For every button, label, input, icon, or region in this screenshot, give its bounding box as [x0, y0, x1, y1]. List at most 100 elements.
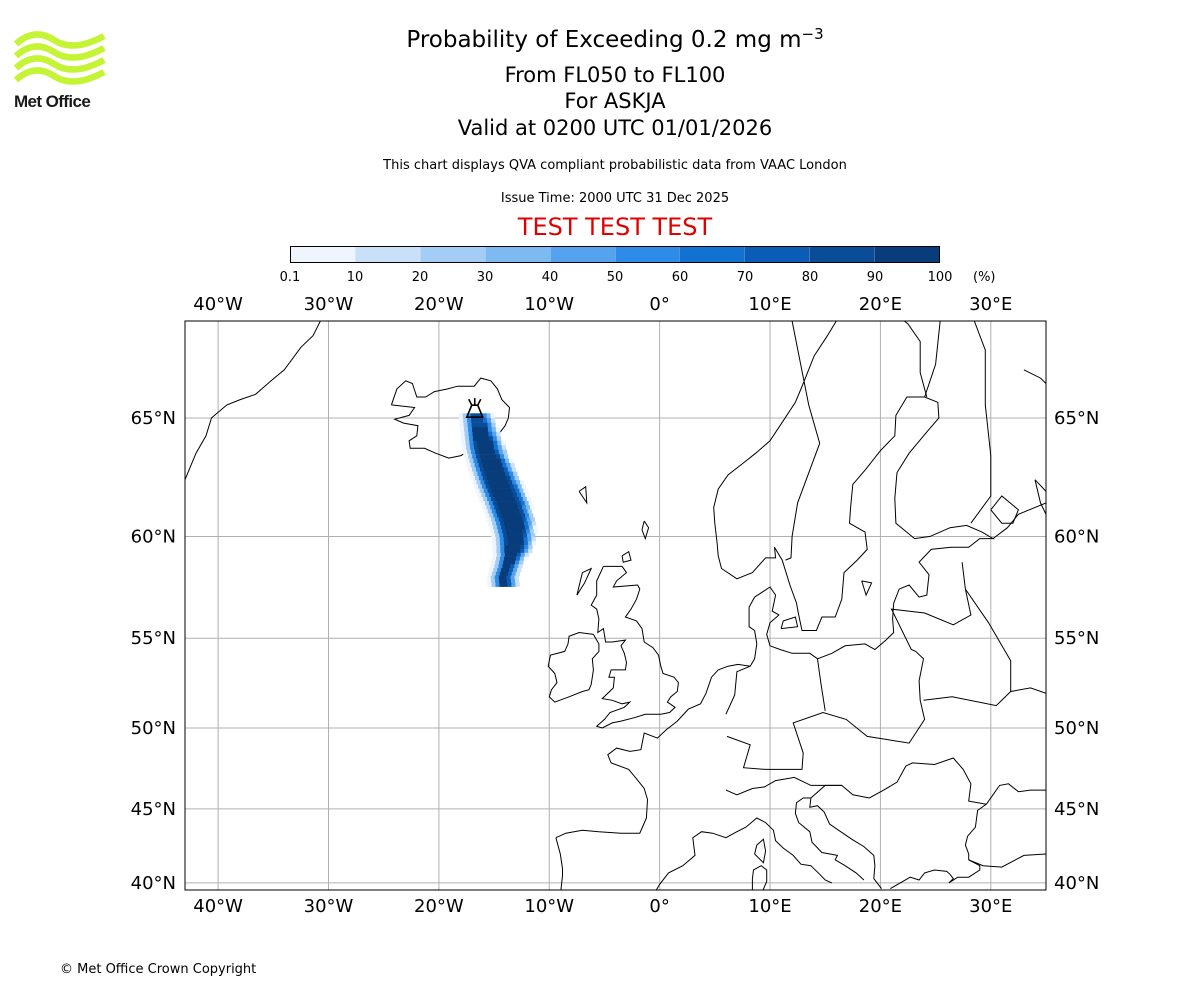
subtitle: This chart displays QVA compliant probab… — [383, 158, 847, 173]
plume-cell — [464, 427, 469, 433]
plume-cell — [480, 501, 486, 506]
plume-cell — [505, 568, 510, 573]
colorbar-tick-label: 70 — [736, 270, 754, 285]
plume-cell — [488, 454, 493, 459]
ukraine-belarus — [923, 687, 1046, 707]
colorbar-segment — [809, 247, 875, 262]
longitude-label-bottom: 40°W — [193, 896, 243, 917]
plume-cell — [528, 501, 533, 506]
greenland-coast — [185, 321, 321, 480]
balkan-borders — [810, 757, 987, 805]
colorbar-tick-label: 90 — [866, 270, 884, 285]
plume-cell — [508, 541, 513, 546]
plume-cell — [523, 521, 529, 526]
plume-cell — [491, 422, 496, 428]
plume-cell — [503, 571, 509, 576]
plume-cell — [496, 480, 501, 485]
plume-cell — [520, 552, 525, 557]
chart-title-main: Probability of Exceeding 0.2 mg m — [406, 27, 802, 53]
plume-cell — [508, 501, 514, 506]
plume-cell — [495, 488, 500, 494]
plume-cell — [501, 513, 506, 518]
scotland-england — [590, 565, 679, 729]
plume-cell — [485, 492, 490, 498]
plume-cell — [495, 537, 501, 542]
plume-cell — [506, 497, 512, 502]
colorbar-tick-label: 20 — [411, 270, 429, 285]
plume-cell — [491, 497, 496, 502]
plume-cell — [503, 579, 508, 584]
plume-cell — [499, 560, 504, 565]
plume-cell — [477, 440, 482, 446]
plume-cell — [518, 529, 523, 534]
plume-cell — [516, 525, 522, 530]
longitude-label-bottom: 30°W — [304, 896, 354, 917]
plume-cell — [488, 436, 494, 442]
plume-cell — [503, 560, 508, 565]
plume-cell — [519, 541, 525, 546]
plume-cell — [523, 541, 529, 546]
plume-cell — [485, 445, 491, 451]
colorbar-tick-label: 0.1 — [279, 270, 301, 285]
plume-cell — [509, 568, 514, 573]
plume-cell — [487, 422, 492, 428]
norway-sweden-border — [785, 536, 793, 561]
plume-cell — [519, 488, 524, 494]
flight-level-range: From FL050 to FL100 — [504, 63, 726, 87]
plume-cell — [526, 517, 531, 522]
plume-cell — [499, 571, 505, 576]
longitude-label-top: 10°W — [524, 294, 574, 315]
plume-cell — [495, 582, 500, 587]
plume-cell — [477, 445, 483, 451]
plume-cell — [515, 571, 520, 576]
plume-cell — [515, 533, 520, 538]
plume-cell — [495, 509, 500, 514]
plume-cell — [513, 525, 518, 530]
gotland — [861, 580, 873, 597]
plume-cell — [524, 552, 529, 557]
plume-cell — [494, 564, 499, 569]
plume-cell — [488, 431, 493, 437]
plume-cell — [501, 440, 506, 446]
plume-cell — [519, 537, 524, 542]
plume-cell — [507, 560, 512, 565]
plume-cell — [502, 564, 507, 569]
plume-cell — [508, 545, 513, 550]
longitude-label-top: 30°W — [304, 294, 354, 315]
plume-cell — [474, 475, 480, 481]
plume-cell — [480, 480, 485, 485]
plume-cell — [493, 513, 498, 518]
plume-cell — [469, 440, 474, 446]
plume-cell — [527, 537, 532, 542]
plume-cell — [484, 454, 489, 459]
plume-cell — [468, 427, 473, 433]
plume-cell — [480, 431, 485, 437]
plume-cell — [491, 417, 496, 423]
plume-cell — [484, 501, 490, 506]
plume-cell — [505, 484, 511, 489]
plume-cell — [479, 417, 484, 423]
france-med — [692, 817, 833, 884]
plume-cell — [486, 575, 492, 580]
plume-cell — [489, 440, 494, 446]
plume-cell — [507, 509, 512, 514]
plume-cell — [523, 537, 528, 542]
plume-cell — [521, 513, 526, 518]
plume-cell — [472, 427, 477, 433]
plume-cell — [486, 413, 491, 419]
plume-cell — [493, 458, 498, 464]
plume-cell — [485, 471, 490, 477]
plume-cell — [527, 509, 532, 514]
iberia-east — [655, 846, 696, 890]
plume-cell — [501, 471, 506, 477]
plume-cell — [485, 513, 490, 518]
belarus-russia — [964, 588, 1012, 692]
plume-cell — [487, 427, 493, 433]
plume-cell — [471, 449, 476, 455]
plume-cell — [499, 533, 504, 538]
plume-cell — [480, 427, 485, 433]
plume-cell — [512, 552, 517, 557]
plume-cell — [510, 505, 515, 510]
plume-cell — [516, 549, 521, 554]
plume-cell — [514, 475, 519, 481]
